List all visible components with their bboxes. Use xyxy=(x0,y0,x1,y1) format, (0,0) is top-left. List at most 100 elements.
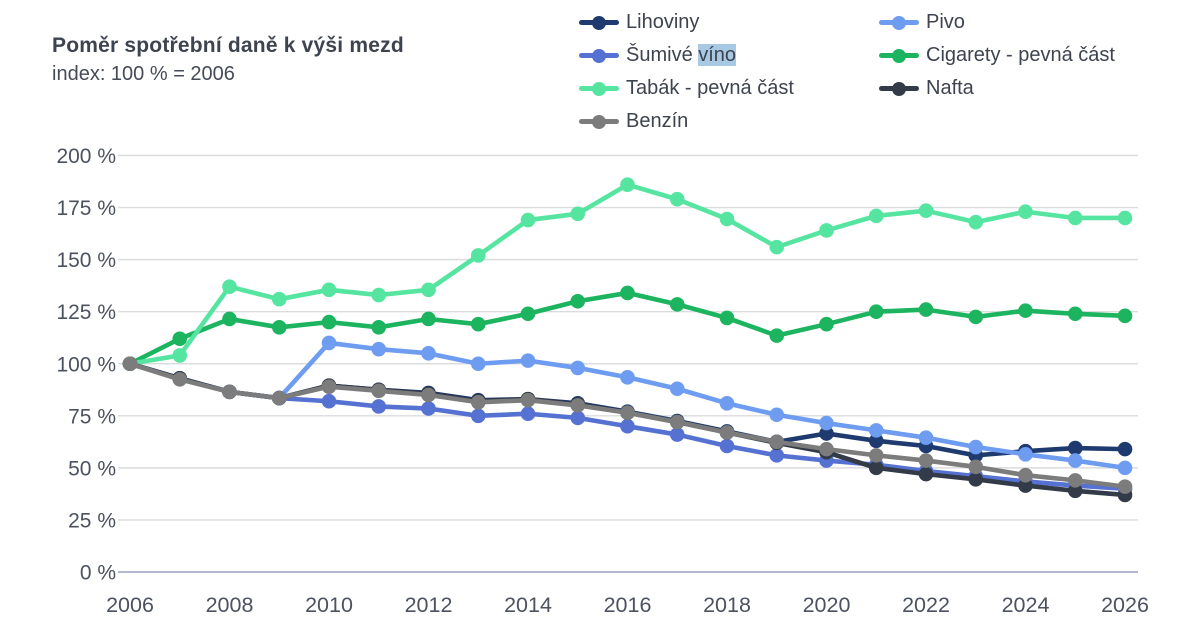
legend-item-sumive-vino[interactable]: Šumivé víno xyxy=(579,39,879,72)
data-point-cigarety-2025 xyxy=(1067,306,1083,322)
data-point-cigarety-2007 xyxy=(172,331,188,347)
data-point-tabak-2019 xyxy=(769,239,785,255)
legend-item-benzin[interactable]: Benzín xyxy=(579,105,879,138)
data-point-benzin-2022 xyxy=(918,453,934,468)
data-point-benzin-2008 xyxy=(222,384,237,400)
data-point-sumive-vino-2012 xyxy=(421,401,436,416)
data-point-cigarety-2022 xyxy=(918,302,934,317)
data-point-cigarety-2019 xyxy=(769,328,785,343)
data-point-pivo-2017 xyxy=(669,381,685,397)
series-benzin xyxy=(122,356,1133,494)
legend-item-lihoviny[interactable]: Lihoviny xyxy=(579,6,879,39)
y-tick-label: 150 % xyxy=(56,249,116,272)
data-point-nafta-2024 xyxy=(1018,478,1033,493)
legend-label: Šumivé víno xyxy=(626,44,737,66)
data-point-tabak-2009 xyxy=(271,291,287,307)
data-point-pivo-2022 xyxy=(918,430,934,445)
legend-dot-icon xyxy=(592,15,606,30)
data-point-benzin-2011 xyxy=(371,383,387,399)
data-point-tabak-2016 xyxy=(620,177,635,192)
legend-label: Pivo xyxy=(926,11,965,33)
data-point-benzin-2025 xyxy=(1067,473,1083,488)
x-tick-label: 2020 xyxy=(803,593,851,617)
data-point-pivo-2026 xyxy=(1117,460,1133,476)
data-point-cigarety-2018 xyxy=(719,310,735,326)
data-point-cigarety-2026 xyxy=(1117,308,1133,324)
data-point-cigarety-2012 xyxy=(421,311,436,327)
series-line-tabak xyxy=(127,182,1128,367)
data-point-cigarety-2010 xyxy=(321,314,337,330)
legend-line-marker-icon xyxy=(579,81,619,96)
x-tick-label: 2014 xyxy=(504,593,552,617)
data-point-tabak-2014 xyxy=(520,212,536,228)
data-point-lihoviny-2025 xyxy=(1067,440,1083,456)
legend-item-cigarety[interactable]: Cigarety - pevná část xyxy=(879,39,1115,72)
data-point-nafta-2021 xyxy=(868,460,884,476)
y-tick-label: 0 % xyxy=(80,562,116,585)
data-point-benzin-2010 xyxy=(321,379,337,394)
data-point-benzin-2026 xyxy=(1117,479,1133,494)
data-point-cigarety-2024 xyxy=(1018,303,1033,318)
legend-item-pivo[interactable]: Pivo xyxy=(879,6,1115,39)
legend-dot-icon xyxy=(892,15,906,30)
data-point-sumive-vino-2016 xyxy=(620,418,635,434)
data-point-cigarety-2014 xyxy=(520,306,536,322)
data-point-cigarety-2017 xyxy=(669,297,685,312)
y-tick-label: 175 % xyxy=(56,197,116,220)
data-point-nafta-2022 xyxy=(918,466,934,482)
legend-line-marker-icon xyxy=(579,114,619,129)
data-point-pivo-2018 xyxy=(719,396,735,411)
data-point-pivo-2010 xyxy=(321,335,337,351)
y-tick-label: 125 % xyxy=(56,301,116,324)
series-sumive-vino xyxy=(122,356,1133,497)
data-point-benzin-2021 xyxy=(868,448,884,463)
data-point-benzin-2012 xyxy=(421,387,436,403)
data-point-lihoviny-2021 xyxy=(868,433,884,449)
data-point-cigarety-2016 xyxy=(620,285,635,301)
data-point-tabak-2012 xyxy=(421,282,436,298)
data-point-tabak-2023 xyxy=(968,214,984,230)
x-tick-label: 2016 xyxy=(604,593,652,617)
data-point-pivo-2025 xyxy=(1067,453,1083,468)
y-tick-label: 200 % xyxy=(56,145,116,168)
legend-line-marker-icon xyxy=(579,48,619,63)
data-point-pivo-2021 xyxy=(868,423,884,438)
data-point-benzin-2023 xyxy=(968,459,984,475)
data-point-cigarety-2009 xyxy=(271,320,287,335)
x-tick-label: 2008 xyxy=(206,593,254,617)
data-point-sumive-vino-2010 xyxy=(321,393,337,409)
data-point-pivo-2015 xyxy=(570,360,586,376)
data-point-pivo-2014 xyxy=(520,353,536,368)
legend-item-nafta[interactable]: Nafta xyxy=(879,72,1115,105)
legend-dot-icon xyxy=(892,48,906,63)
data-point-cigarety-2013 xyxy=(470,316,486,332)
legend-label: Benzín xyxy=(626,110,689,132)
data-point-pivo-2013 xyxy=(470,356,486,372)
data-point-tabak-2025 xyxy=(1067,210,1083,226)
legend-item-tabak[interactable]: Tabák - pevná část xyxy=(579,72,879,105)
x-tick-label: 2006 xyxy=(106,593,154,617)
data-point-benzin-2007 xyxy=(172,372,188,387)
chart-legend: Lihoviny Pivo Šumivé víno Cigarety - pevná … xyxy=(579,6,1115,138)
y-tick-label: 75 % xyxy=(68,405,116,428)
data-point-lihoviny-2026 xyxy=(1117,441,1133,457)
data-point-benzin-2017 xyxy=(669,414,685,430)
y-tick-label: 50 % xyxy=(68,457,116,480)
legend-line-marker-icon xyxy=(879,15,919,30)
y-tick-label: 25 % xyxy=(68,509,116,532)
data-point-tabak-2015 xyxy=(570,206,586,222)
data-point-pivo-2020 xyxy=(819,415,834,431)
x-tick-label: 2010 xyxy=(305,593,353,617)
data-point-cigarety-2015 xyxy=(570,293,586,309)
x-tick-label: 2024 xyxy=(1002,593,1050,617)
data-point-sumive-vino-2014 xyxy=(520,406,536,422)
data-point-tabak-2011 xyxy=(371,287,387,303)
data-point-cigarety-2021 xyxy=(868,304,884,319)
chart-header: Poměr spotřební daně k výši mezd index: … xyxy=(52,34,404,86)
legend-label: Cigarety - pevná část xyxy=(926,44,1115,66)
x-tick-label: 2012 xyxy=(405,593,453,617)
data-point-benzin-2009 xyxy=(271,390,287,406)
data-point-tabak-2010 xyxy=(321,282,337,298)
data-point-tabak-2007 xyxy=(172,348,188,363)
